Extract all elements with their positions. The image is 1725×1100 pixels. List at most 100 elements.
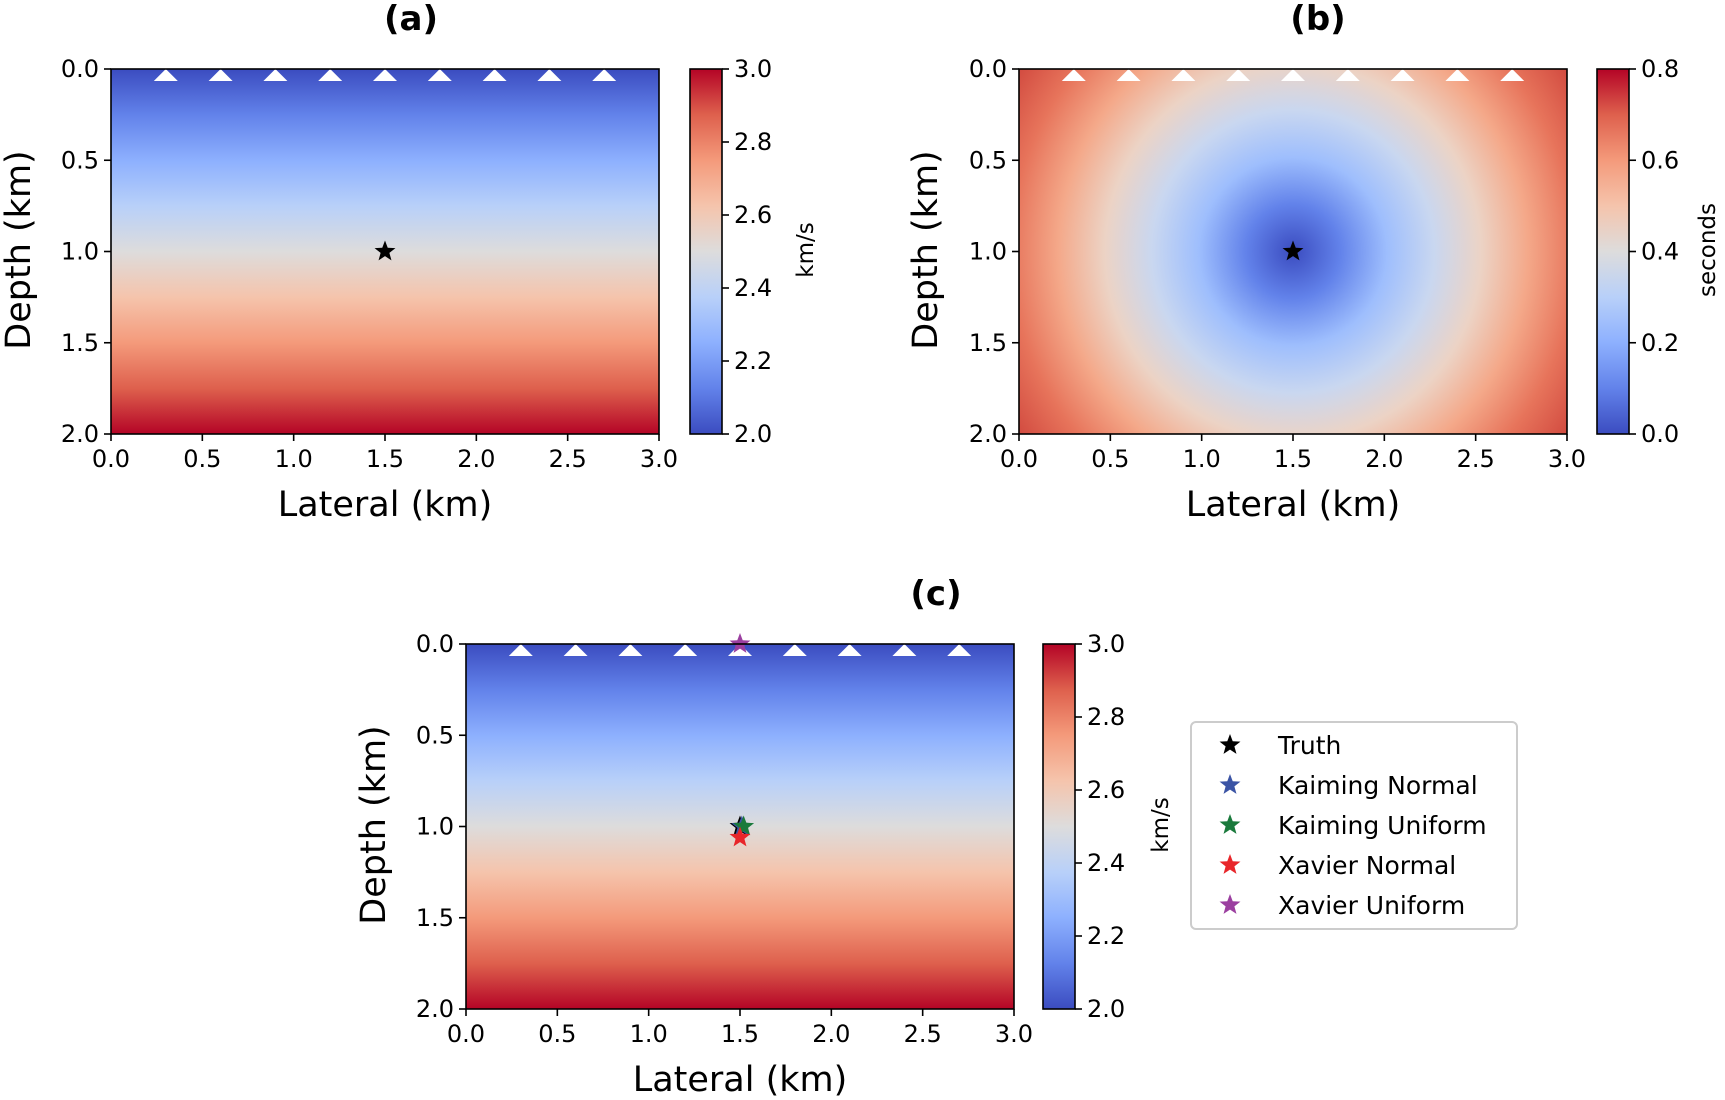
receiver-triangle	[1226, 69, 1251, 81]
panel-a: (a) 0.0 0.5 1.0 1.5 2.0 2.5 3.0 0.0 0.5 1.0 1.5 2.…	[0, 0, 819, 525]
y-tick-label: 1.0	[416, 813, 454, 841]
colorbar-tick-label: 2.2	[734, 347, 772, 375]
receiver-triangle	[592, 69, 617, 81]
y-tick-label: 0.0	[416, 630, 454, 658]
x-tick-label: 1.5	[1274, 445, 1312, 473]
panel-a-colorbar: 2.0 2.2 2.4 2.6 2.8 3.0	[689, 55, 772, 448]
panel-c-ylabel: Depth (km)	[354, 725, 394, 924]
receiver-triangle	[1061, 69, 1086, 81]
legend-box	[1190, 721, 1518, 930]
legend-marker	[1219, 774, 1241, 794]
y-tick-label: 1.0	[969, 238, 1007, 266]
receiver-triangle	[1445, 69, 1470, 81]
legend-label: Xavier Normal	[1278, 851, 1456, 880]
x-tick-label: 3.0	[640, 445, 678, 473]
panel-c-title: (c)	[910, 574, 961, 614]
receiver-triangle	[563, 644, 588, 656]
colorbar-frame	[689, 68, 723, 435]
y-tick-label: 1.5	[61, 329, 99, 357]
receiver-triangle	[537, 69, 562, 81]
y-tick-label: 1.5	[416, 904, 454, 932]
panel-c-xlabel: Lateral (km)	[633, 1060, 848, 1100]
y-tick-label: 0.5	[416, 721, 454, 749]
colorbar-tick-label: 0.4	[1641, 238, 1679, 266]
colorbar-tick-label: 3.0	[734, 55, 772, 83]
panel-a-ylabel: Depth (km)	[0, 150, 39, 349]
receiver-triangle	[837, 644, 862, 656]
legend-label: Kaiming Uniform	[1278, 811, 1487, 840]
receiver-triangle	[427, 69, 452, 81]
receiver-triangle	[618, 644, 643, 656]
x-tick-label: 0.0	[447, 1020, 485, 1048]
colorbar-fill	[1597, 69, 1629, 434]
panel-c-legend: Truth Kaiming Normal Kaiming Uniform Xavier…	[1190, 721, 1518, 930]
panel-a-markers	[374, 240, 396, 261]
receiver-triangle	[728, 644, 752, 656]
receiver-triangle	[208, 69, 233, 81]
receiver-triangle	[892, 644, 917, 656]
marker-xavier-uniform	[729, 633, 751, 653]
receiver-triangle	[508, 644, 533, 656]
legend-label: Kaiming Normal	[1278, 771, 1478, 800]
panel-c-markers	[729, 633, 755, 847]
colorbar-tick-label: 0.2	[1641, 329, 1679, 357]
colorbar-tick-label: 0.8	[1641, 55, 1679, 83]
panel-b-yticks: 0.0 0.5 1.0 1.5 2.0	[969, 55, 1019, 448]
x-tick-label: 1.0	[275, 445, 313, 473]
y-tick-label: 0.5	[61, 146, 99, 174]
legend-label: Xavier Uniform	[1278, 891, 1465, 920]
panel-b-xlabel: Lateral (km)	[1186, 485, 1401, 525]
x-tick-label: 2.5	[549, 445, 587, 473]
receiver-triangle	[1116, 69, 1141, 81]
marker-truth	[374, 240, 396, 261]
colorbar-tick-label: 3.0	[1087, 630, 1125, 658]
panel-b-ylabel: Depth (km)	[906, 150, 946, 349]
x-tick-label: 1.5	[366, 445, 404, 473]
x-tick-label: 0.0	[1000, 445, 1038, 473]
panel-a-receivers	[153, 69, 617, 81]
receiver-triangle	[153, 69, 178, 81]
legend-marker	[1219, 894, 1241, 914]
x-tick-label: 1.0	[1183, 445, 1221, 473]
receiver-triangle	[263, 69, 288, 81]
colorbar-fill	[1043, 644, 1075, 1009]
panel-b-colorbar-label: seconds	[1695, 203, 1721, 297]
panel-b-xticks: 0.0 0.5 1.0 1.5 2.0 2.5 3.0	[1000, 434, 1586, 473]
panel-c-colorbar: 2.0 2.2 2.4 2.6 2.8 3.0	[1042, 630, 1125, 1023]
receiver-triangle	[1500, 69, 1525, 81]
y-tick-label: 2.0	[416, 995, 454, 1023]
y-tick-label: 2.0	[61, 420, 99, 448]
colorbar-tick-label: 2.6	[1087, 776, 1125, 804]
receiver-triangle	[673, 644, 698, 656]
colorbar-tick-label: 2.0	[1087, 995, 1125, 1023]
y-tick-label: 1.0	[61, 238, 99, 266]
receiver-triangle	[947, 644, 972, 656]
panel-a-xticks: 0.0 0.5 1.0 1.5 2.0 2.5 3.0	[92, 434, 678, 473]
receiver-triangle	[1281, 69, 1305, 81]
panel-b-receivers	[1061, 69, 1525, 81]
colorbar-fill	[690, 69, 722, 434]
y-tick-label: 0.5	[969, 146, 1007, 174]
x-tick-label: 1.5	[721, 1020, 759, 1048]
panel-c-colorbar-label: km/s	[1148, 797, 1174, 852]
colorbar-tick-label: 0.6	[1641, 146, 1679, 174]
panel-b-title: (b)	[1290, 0, 1345, 39]
receiver-triangle	[318, 69, 343, 81]
colorbar-tick-label: 2.2	[1087, 922, 1125, 950]
x-tick-label: 3.0	[1548, 445, 1586, 473]
x-tick-label: 2.0	[457, 445, 495, 473]
panel-a-xlabel: Lateral (km)	[278, 485, 493, 525]
x-tick-label: 2.5	[904, 1020, 942, 1048]
y-tick-label: 0.0	[61, 55, 99, 83]
x-tick-label: 2.5	[1457, 445, 1495, 473]
x-tick-label: 0.5	[183, 445, 221, 473]
colorbar-tick-label: 0.0	[1641, 420, 1679, 448]
marker-xavier-normal	[729, 826, 751, 847]
receiver-triangle	[1335, 69, 1360, 81]
colorbar-tick-label: 2.8	[734, 128, 772, 156]
x-tick-label: 3.0	[995, 1020, 1033, 1048]
receiver-triangle	[1390, 69, 1415, 81]
panel-b-colorbar: 0.0 0.2 0.4 0.6 0.8	[1596, 55, 1679, 448]
receiver-triangle	[1171, 69, 1196, 81]
